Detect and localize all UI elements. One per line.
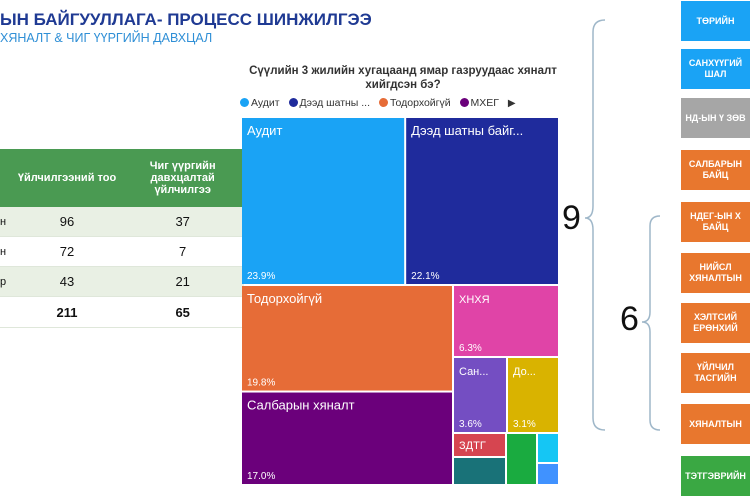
row-label: р xyxy=(0,266,13,297)
legend-dot xyxy=(240,98,249,107)
count-top: 9 xyxy=(562,199,581,237)
table-total-row: 211 65 xyxy=(0,296,244,328)
tile-value-label: 3.1% xyxy=(513,419,536,430)
treemap-tile[interactable] xyxy=(538,434,558,462)
tile-label: Тодорхойгүй xyxy=(247,291,322,306)
treemap-chart: Аудит 23.9% Дээд шатны байг... 22.1% Тодорхо… xyxy=(242,118,558,484)
table-row: р 43 21 xyxy=(0,266,244,297)
treemap-tile[interactable] xyxy=(242,118,405,284)
row-overlap: 21 xyxy=(121,266,244,297)
right-box: НДЕГ-ЫН Х БАЙЦ xyxy=(681,202,750,242)
right-box: САНХҮҮГИЙ ШАЛ xyxy=(681,49,750,89)
brace-top-icon xyxy=(585,19,606,431)
legend-item[interactable]: МХЕГ xyxy=(459,97,499,109)
legend-label: Дээд шатны ... xyxy=(299,97,371,109)
tile-label: ХНХЯ xyxy=(459,294,490,306)
tile-label: Сан... xyxy=(459,366,488,378)
services-table: Үйлчилгээний тоо Чиг үүргийн давхцалтай … xyxy=(0,149,244,328)
page-subtitle: ХЯНАЛТ & ЧИГ ҮҮРГИЙН ДАВХЦАЛ xyxy=(0,31,213,45)
legend-item[interactable]: Дээд шатны ... xyxy=(288,97,371,109)
row-services: 72 xyxy=(12,236,122,267)
right-box: НИЙСЛ ХЯНАЛТЫН xyxy=(681,253,750,293)
brace-bottom-icon xyxy=(641,215,661,431)
tile-value-label: 22.1% xyxy=(411,271,439,282)
tile-value-label: 3.6% xyxy=(459,419,482,430)
treemap-tile[interactable] xyxy=(454,434,505,456)
total-overlap: 65 xyxy=(121,296,244,328)
row-label: н xyxy=(0,207,13,237)
treemap-tile[interactable] xyxy=(507,434,536,484)
legend-item[interactable]: Аудит xyxy=(240,97,280,109)
legend-item[interactable]: Тодорхойгүй xyxy=(378,97,451,109)
tile-label: Дээд шатны байг... xyxy=(411,123,523,138)
right-box: ХЯНАЛТЫН xyxy=(681,404,750,444)
tile-label: Аудит xyxy=(247,123,282,138)
treemap-tile[interactable] xyxy=(406,118,558,284)
table-row: н 72 7 xyxy=(0,236,244,267)
table-row: н 96 37 xyxy=(0,207,244,237)
treemap-tile[interactable] xyxy=(508,358,558,432)
legend-dot xyxy=(378,98,388,107)
tile-label: До... xyxy=(513,366,536,378)
tile-value-label: 19.8% xyxy=(247,378,275,389)
legend-dot xyxy=(459,98,469,107)
tile-label: ЗДТГ xyxy=(459,440,486,452)
legend-label: Тодорхойгүй xyxy=(389,97,451,109)
treemap-tile[interactable] xyxy=(454,458,505,484)
row-overlap: 37 xyxy=(121,207,244,237)
row-label: н xyxy=(0,236,13,267)
chart-legend: Аудит Дээд шатны ... Тодорхойгүй МХЕГ ▶ xyxy=(240,97,516,109)
table-header: Үйлчилгээний тоо Чиг үүргийн давхцалтай … xyxy=(0,149,244,207)
tile-value-label: 6.3% xyxy=(459,343,482,354)
right-box: ХЭЛТСИЙ ЕРӨНХИЙ xyxy=(681,303,750,343)
row-label xyxy=(0,296,13,328)
table-header-blank xyxy=(0,149,13,207)
table-header-overlap: Чиг үүргийн давхцалтай үйлчилгээ xyxy=(121,149,244,207)
total-services: 211 xyxy=(12,296,122,328)
legend-next-arrow-icon[interactable]: ▶ xyxy=(507,98,516,109)
right-box: САЛБАРЫН БАЙЦ xyxy=(681,150,750,190)
legend-label: Аудит xyxy=(251,97,280,109)
count-bottom: 6 xyxy=(620,300,639,338)
page-title: ЫН БАЙГУУЛЛАГА- ПРОЦЕСС ШИНЖИЛГЭЭ xyxy=(0,10,372,29)
right-box: НД-ЫН Ү ЗӨВ xyxy=(681,98,750,138)
row-overlap: 7 xyxy=(121,236,244,267)
right-box: ҮЙЛЧИЛ ТАСГИЙН xyxy=(681,353,750,393)
right-box: ТӨРИЙН xyxy=(681,1,750,41)
treemap-tile[interactable] xyxy=(454,358,506,432)
treemap-tile[interactable] xyxy=(454,286,558,356)
legend-label: МХЕГ xyxy=(470,97,499,109)
row-services: 96 xyxy=(12,207,122,237)
row-services: 43 xyxy=(12,266,122,297)
treemap-tile[interactable] xyxy=(538,464,558,484)
tile-label: Салбарын хяналт xyxy=(247,398,355,413)
chart-title: Сүүлийн 3 жилийн хугацаанд ямар газрууда… xyxy=(249,65,557,91)
tile-value-label: 17.0% xyxy=(247,471,275,482)
right-box: ТЭТГЭВРИЙН xyxy=(681,456,750,496)
treemap-tile[interactable] xyxy=(242,286,452,391)
table-header-services: Үйлчилгээний тоо xyxy=(12,149,122,207)
tile-value-label: 23.9% xyxy=(247,271,275,282)
legend-dot xyxy=(288,98,298,107)
treemap-tile[interactable] xyxy=(242,392,452,484)
